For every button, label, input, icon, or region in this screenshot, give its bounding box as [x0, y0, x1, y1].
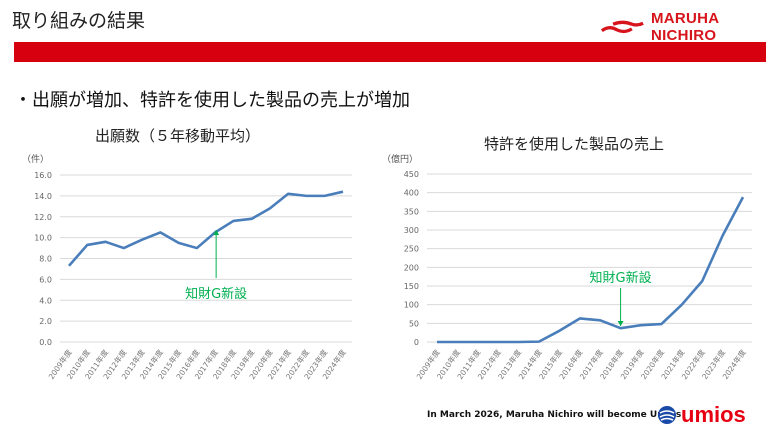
maruha-nichiro-logo: MARUHA NICHIRO [600, 10, 780, 44]
arrow-head-icon [617, 321, 624, 326]
y-tick-label: 400 [404, 189, 419, 198]
y-tick-label: 12.0 [34, 213, 52, 222]
y-tick-label: 200 [404, 263, 419, 272]
y-tick-label: 450 [404, 170, 419, 179]
y-tick-label: 4.0 [39, 296, 52, 305]
y-tick-label: 250 [404, 245, 419, 254]
header-bar [14, 42, 766, 62]
y-unit-label: （億円） [382, 153, 418, 165]
series-line [437, 196, 745, 344]
y-tick-label: 100 [404, 301, 419, 310]
y-tick-label: 150 [404, 282, 419, 291]
y-tick-label: 14.0 [34, 192, 52, 201]
page-title: 取り組みの結果 [12, 10, 146, 32]
y-tick-label: 0.0 [39, 338, 52, 347]
series-line [68, 190, 344, 267]
y-tick-label: 300 [404, 226, 419, 235]
subtitle: ・出願が増加、特許を使用した製品の売上が増加 [14, 90, 410, 111]
y-tick-label: 16.0 [34, 171, 52, 180]
umios-brand: umios [681, 402, 746, 427]
y-unit-label: （件） [22, 153, 49, 165]
annotation-label: 知財G新設 [185, 286, 247, 302]
brand-name: MARUHA NICHIRO [650, 10, 719, 44]
y-tick-label: 50 [409, 319, 419, 328]
umios-globe-icon [658, 406, 676, 424]
chart-title-left: 出願数（５年移動平均） [95, 127, 261, 145]
footer-note: In March 2026, Maruha Nichiro will becom… [427, 410, 682, 420]
y-tick-label: 8.0 [39, 255, 52, 264]
chart-sales: （億円）0501001502002503003504004502009年度201… [382, 153, 752, 381]
chart-applications: （件）0.02.04.06.08.010.012.014.016.02009年度… [22, 153, 352, 381]
y-tick-label: 10.0 [34, 234, 52, 243]
umios-logo: umios [657, 402, 746, 428]
chart-title-right: 特許を使用した製品の売上 [484, 135, 665, 153]
wave-logo-icon [600, 20, 644, 34]
annotation-label: 知財G新設 [590, 270, 652, 286]
y-tick-label: 350 [404, 207, 419, 216]
arrow-head-icon [213, 230, 220, 235]
y-tick-label: 0 [414, 338, 419, 347]
y-tick-label: 6.0 [39, 275, 52, 284]
y-tick-label: 2.0 [39, 317, 52, 326]
